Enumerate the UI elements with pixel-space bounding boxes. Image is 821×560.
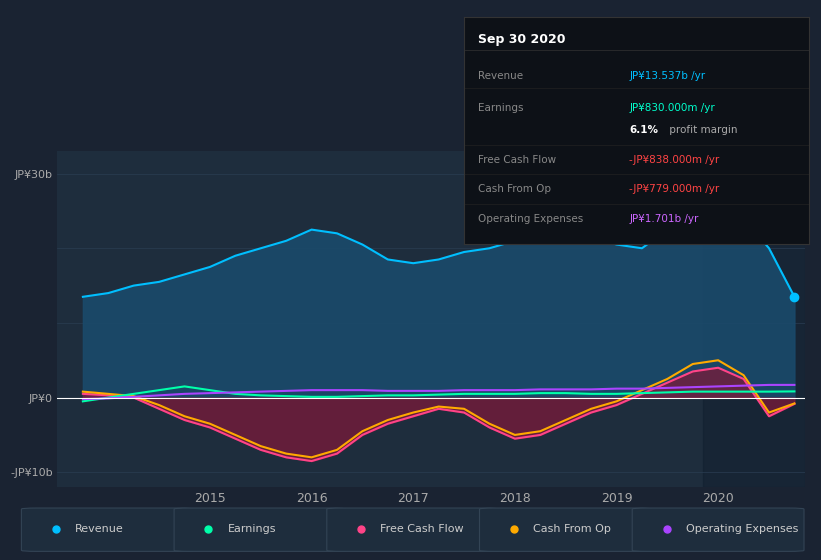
Text: Revenue: Revenue: [75, 524, 124, 534]
Text: -JP¥779.000m /yr: -JP¥779.000m /yr: [630, 184, 720, 194]
Text: Earnings: Earnings: [227, 524, 276, 534]
Text: profit margin: profit margin: [666, 125, 737, 135]
Text: JP¥830.000m /yr: JP¥830.000m /yr: [630, 102, 715, 113]
Text: Earnings: Earnings: [478, 102, 523, 113]
Text: JP¥13.537b /yr: JP¥13.537b /yr: [630, 71, 705, 81]
Bar: [703, 151, 805, 487]
Text: Operating Expenses: Operating Expenses: [686, 524, 798, 534]
Text: Cash From Op: Cash From Op: [478, 184, 551, 194]
FancyBboxPatch shape: [327, 508, 498, 552]
Text: Cash From Op: Cash From Op: [533, 524, 611, 534]
FancyBboxPatch shape: [174, 508, 346, 552]
Text: -JP¥838.000m /yr: -JP¥838.000m /yr: [630, 155, 720, 165]
Text: Free Cash Flow: Free Cash Flow: [478, 155, 556, 165]
Text: Sep 30 2020: Sep 30 2020: [478, 32, 565, 46]
FancyBboxPatch shape: [479, 508, 651, 552]
Text: Revenue: Revenue: [478, 71, 523, 81]
Text: 6.1%: 6.1%: [630, 125, 658, 135]
Text: Free Cash Flow: Free Cash Flow: [380, 524, 464, 534]
FancyBboxPatch shape: [632, 508, 804, 552]
Text: Operating Expenses: Operating Expenses: [478, 214, 583, 223]
Text: JP¥1.701b /yr: JP¥1.701b /yr: [630, 214, 699, 223]
FancyBboxPatch shape: [21, 508, 193, 552]
